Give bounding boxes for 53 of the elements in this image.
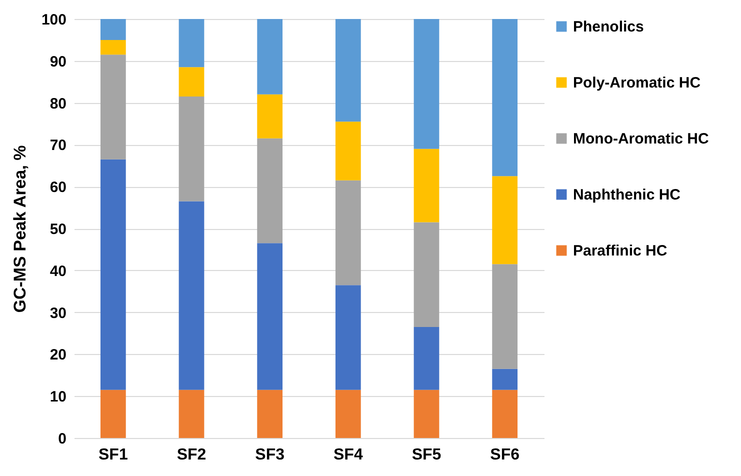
bar — [100, 390, 126, 438]
bar — [178, 390, 204, 438]
bar — [335, 180, 361, 286]
bar — [492, 390, 518, 438]
bar — [335, 285, 361, 390]
bar — [335, 390, 361, 438]
bar — [257, 138, 283, 244]
bar — [257, 94, 283, 138]
y-tick-label: 20 — [50, 346, 66, 364]
bar — [414, 222, 440, 327]
bar — [178, 96, 204, 202]
y-tick-label: 80 — [50, 95, 66, 112]
bar — [257, 19, 283, 94]
bar — [414, 326, 440, 390]
x-tick-label: SF5 — [412, 446, 442, 464]
legend-label: Poly-Aromatic HC — [573, 74, 701, 92]
x-tick-label: SF2 — [176, 446, 206, 464]
legend-label: Mono-Aromatic HC — [573, 130, 709, 148]
y-tick-label: 70 — [50, 137, 66, 154]
legend-label: Paraffinic HC — [573, 242, 668, 260]
x-tick-label: SF3 — [255, 446, 285, 464]
bar — [178, 19, 204, 68]
bar — [257, 390, 283, 438]
bar — [414, 19, 440, 149]
legend-label: Naphthenic HC — [573, 186, 681, 204]
bar — [100, 54, 126, 160]
y-tick-label: 0 — [58, 430, 66, 448]
bar — [492, 19, 518, 176]
bar — [414, 390, 440, 438]
x-tick-label: SF6 — [490, 446, 520, 464]
y-tick-label: 10 — [50, 388, 66, 406]
bar — [492, 368, 518, 390]
y-tick-label: 60 — [50, 179, 66, 196]
bar — [335, 19, 361, 122]
bar — [257, 243, 283, 390]
y-tick-label: 100 — [41, 12, 66, 28]
y-tick-label: 50 — [50, 221, 66, 238]
bar — [335, 122, 361, 180]
x-tick-label: SF4 — [333, 446, 363, 464]
bar — [100, 19, 126, 40]
bar — [414, 148, 440, 222]
bar — [100, 40, 126, 55]
bar — [492, 264, 518, 369]
y-tick-label: 90 — [50, 53, 66, 70]
bar — [100, 159, 126, 390]
x-tick-label: SF1 — [98, 446, 128, 464]
y-tick-label: 40 — [50, 262, 66, 280]
y-tick-label: 30 — [50, 304, 66, 322]
bar — [178, 67, 204, 97]
y-axis-title: GC-MS Peak Area, % — [10, 145, 30, 313]
bar — [178, 201, 204, 390]
bar — [492, 176, 518, 264]
legend-label: Phenolics — [573, 18, 644, 36]
